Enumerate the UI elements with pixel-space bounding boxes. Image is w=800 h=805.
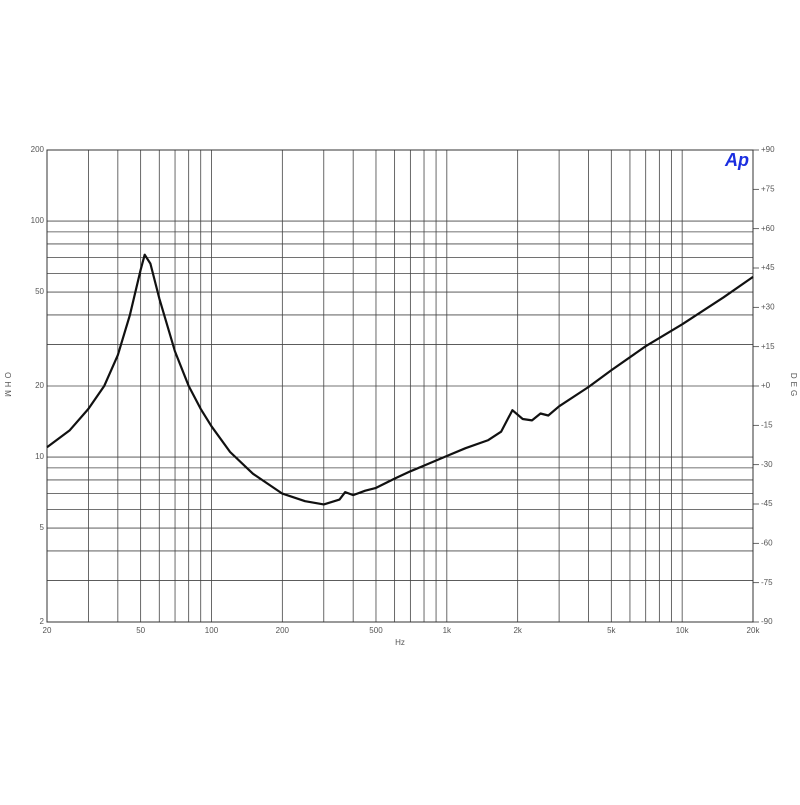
x-tick-label: 1k xyxy=(443,626,452,635)
y2-tick-label: -30 xyxy=(761,460,773,469)
axis-title: OHM xyxy=(3,372,12,400)
y2-tick-label: +30 xyxy=(761,302,775,311)
y2-tick-label: +90 xyxy=(761,145,775,154)
x-tick-label: 50 xyxy=(136,626,145,635)
y2-tick-label: -45 xyxy=(761,499,773,508)
x-tick-label: 10k xyxy=(676,626,690,635)
y2-tick-label: -15 xyxy=(761,420,773,429)
y2-tick-label: -75 xyxy=(761,578,773,587)
x-tick-label: 100 xyxy=(205,626,219,635)
y-tick-label: 100 xyxy=(31,216,45,225)
y-tick-label: 10 xyxy=(35,452,44,461)
y2-tick-label: +45 xyxy=(761,263,775,272)
y2-tick-label: +75 xyxy=(761,184,775,193)
y2-tick-label: +0 xyxy=(761,381,771,390)
y-tick-label: 20 xyxy=(35,381,44,390)
y2-tick-label: +15 xyxy=(761,342,775,351)
logo: Ap xyxy=(724,150,749,170)
y2-tick-label: -60 xyxy=(761,538,773,547)
x-tick-label: 500 xyxy=(369,626,383,635)
x-tick-label: 200 xyxy=(276,626,290,635)
y-tick-label: 50 xyxy=(35,287,44,296)
y-tick-label: 200 xyxy=(31,145,45,154)
plot-border xyxy=(46,149,754,623)
x-tick-label: 5k xyxy=(607,626,616,635)
x-tick-label: 2k xyxy=(513,626,522,635)
y-tick-label: 5 xyxy=(40,523,45,532)
y2-tick-label: +60 xyxy=(761,224,775,233)
y-tick-label: 2 xyxy=(40,617,45,626)
axis-title: DEG xyxy=(789,373,798,399)
x-tick-label: 20 xyxy=(43,626,52,635)
x-tick-label: 20k xyxy=(747,626,761,635)
y2-tick-label: -90 xyxy=(761,617,773,626)
impedance-line xyxy=(46,253,754,506)
x-axis-title: Hz xyxy=(395,638,405,647)
